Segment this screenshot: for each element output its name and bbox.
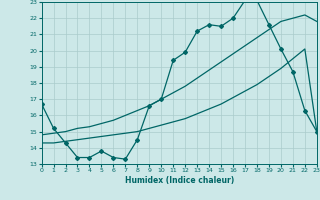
X-axis label: Humidex (Indice chaleur): Humidex (Indice chaleur)	[124, 176, 234, 185]
